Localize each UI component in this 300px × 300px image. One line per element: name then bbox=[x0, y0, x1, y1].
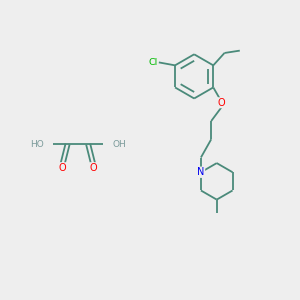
Text: O: O bbox=[90, 163, 97, 173]
Text: Cl: Cl bbox=[148, 58, 158, 67]
Text: N: N bbox=[197, 167, 205, 177]
Text: HO: HO bbox=[30, 140, 44, 148]
Text: O: O bbox=[218, 98, 225, 108]
Text: O: O bbox=[58, 163, 66, 173]
Text: OH: OH bbox=[112, 140, 126, 148]
Text: N: N bbox=[197, 167, 205, 177]
